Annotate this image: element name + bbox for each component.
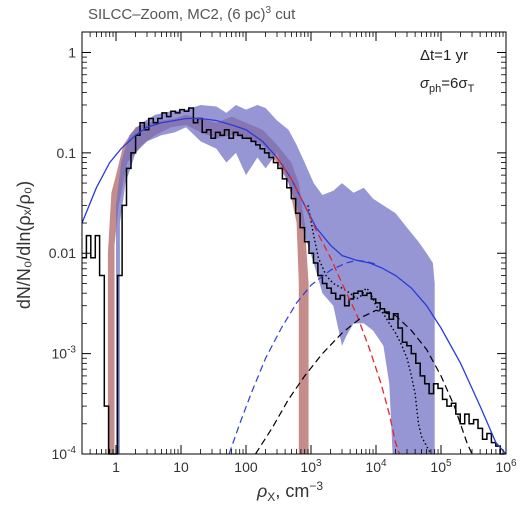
y-axis-title: dN/N₀/dln(ρₓ/ρ₀) [14, 181, 34, 309]
axis-ticks: 1 10 100 103 104 105 106 1 0.1 0.01 10-3 10-4 [49, 32, 517, 475]
y-tick-label: 1 [68, 44, 76, 60]
y-tick-label: 0.1 [57, 145, 77, 161]
uncertainty-bands [107, 105, 435, 454]
x-tick-label: 104 [365, 458, 387, 475]
blue-dashed-line [228, 259, 377, 455]
x-tick-label: 1 [112, 459, 120, 475]
x-tick-label: 10 [173, 459, 189, 475]
plot-frame [81, 31, 507, 455]
histogram-step-line [82, 107, 505, 455]
y-tick-label: 10-3 [52, 345, 77, 362]
chart-title: SILCC–Zoom, MC2, (6 pc)3 cut [88, 5, 296, 23]
x-tick-label: 106 [495, 458, 517, 475]
blue-uncertainty-band [116, 105, 435, 454]
x-tick-label: 100 [234, 459, 258, 475]
black-dashed-line [254, 309, 473, 455]
histogram-dotted-line [307, 205, 432, 455]
x-tick-label: 103 [300, 458, 322, 475]
x-tick-label: 105 [430, 458, 452, 475]
x-axis-title: ρX, cm−3 [256, 479, 323, 504]
annotation-delta-t: Δt=1 yr [420, 47, 468, 64]
data-lines [81, 107, 507, 455]
red-dashed-line [276, 157, 401, 455]
annotation-sigma: σph=6σT [420, 75, 475, 95]
y-tick-label: 10-4 [52, 445, 77, 462]
y-tick-label: 0.01 [49, 245, 76, 261]
